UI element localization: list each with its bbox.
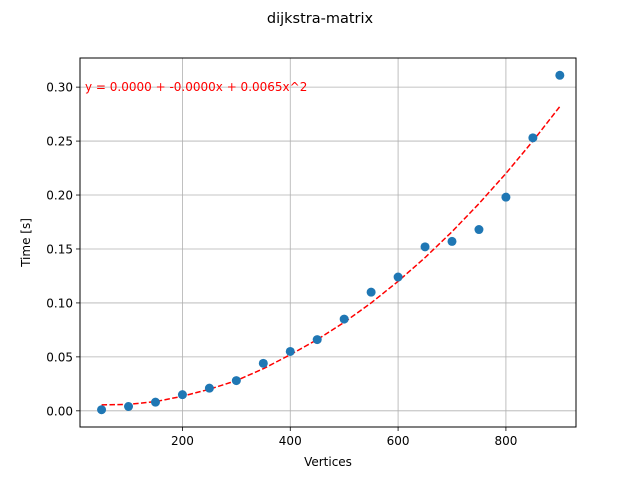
y-tick-label: 0.10 — [46, 296, 73, 310]
data-point — [204, 383, 214, 393]
data-point — [366, 287, 376, 297]
y-axis-label: Time [s] — [19, 218, 33, 268]
data-point — [285, 346, 295, 356]
plot-frame — [79, 57, 577, 428]
y-tick-label: 0.05 — [46, 350, 73, 364]
axis-ticks: 200 400 600 800 0.00 0.05 0.10 0.15 0.20 0.25 0.30 — [46, 81, 517, 448]
data-point — [420, 242, 430, 252]
x-tick-label: 800 — [494, 434, 517, 448]
data-point — [393, 272, 403, 282]
data-point — [528, 133, 538, 143]
y-tick-label: 0.00 — [46, 404, 73, 418]
data-points — [97, 70, 565, 415]
data-point — [231, 376, 241, 386]
x-tick-label: 200 — [171, 434, 194, 448]
y-tick-label: 0.15 — [46, 242, 73, 256]
grid — [80, 58, 576, 427]
y-tick-label: 0.20 — [46, 189, 73, 203]
x-tick-label: 600 — [387, 434, 410, 448]
data-point — [150, 397, 160, 407]
data-point — [555, 70, 565, 80]
fit-curve-layer — [101, 106, 561, 406]
data-point — [258, 358, 268, 368]
data-point — [501, 192, 511, 202]
data-point — [312, 335, 322, 345]
data-point — [97, 405, 107, 415]
data-point — [474, 225, 484, 235]
x-tick-label: 400 — [279, 434, 302, 448]
data-point — [339, 314, 349, 324]
fit-curve-line — [101, 106, 561, 406]
x-axis-label: Vertices — [304, 455, 352, 469]
data-point — [177, 390, 187, 400]
data-point — [124, 402, 134, 411]
chart-title: dijkstra-matrix — [267, 11, 374, 27]
y-tick-label: 0.30 — [46, 81, 73, 95]
data-point — [447, 236, 457, 246]
y-tick-label: 0.25 — [46, 135, 73, 149]
fit-equation-annotation: y = 0.0000 + -0.0000x + 0.0065x^2 — [85, 80, 307, 94]
